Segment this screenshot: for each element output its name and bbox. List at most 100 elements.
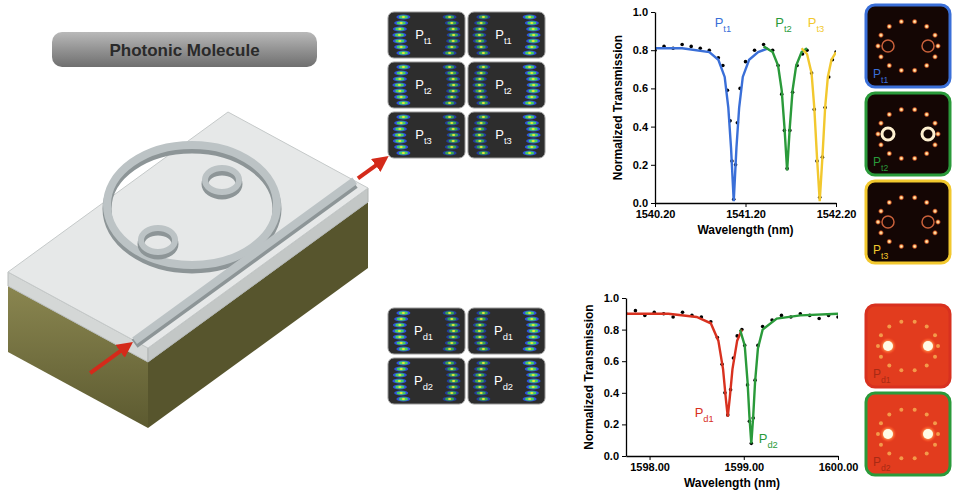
mode-lobe-peak xyxy=(478,40,481,42)
mode-lobe-peak xyxy=(480,46,483,48)
mode-lobe-core xyxy=(397,21,406,24)
camera-spot xyxy=(913,320,917,324)
mode-lobe-core xyxy=(395,335,404,338)
mode-label: Pt2 xyxy=(415,77,431,96)
camera-ring-glow xyxy=(919,337,937,355)
mode-lobe xyxy=(446,372,460,377)
mode-lobe xyxy=(523,310,537,315)
camera-spot xyxy=(912,67,918,73)
mode-lobe-core xyxy=(529,27,538,30)
mode-lobe xyxy=(472,132,486,137)
tick-mark xyxy=(651,203,655,204)
mode-lobe-peak xyxy=(532,90,535,92)
mode-lobe xyxy=(473,126,487,131)
mode-lobe xyxy=(525,316,539,321)
mode-lobe-core xyxy=(479,51,488,54)
mode-lobe-core xyxy=(399,347,408,350)
mode-lobe-peak xyxy=(402,66,405,68)
camera-spot xyxy=(887,412,891,416)
tick-mark xyxy=(838,456,839,460)
mode-lobe-peak xyxy=(530,392,533,394)
mode-lobe-core xyxy=(527,367,536,370)
mode-lobe-core xyxy=(529,127,538,130)
mode-lobe-peak xyxy=(450,146,453,148)
mode-lobe-peak xyxy=(400,318,403,320)
mode-lobe-core xyxy=(527,145,536,148)
tick: 0.4 xyxy=(633,121,655,133)
figure: Photonic MoleculePt1Pt1Pt2Pt2Pt3Pt3Pd1Pd… xyxy=(0,0,956,496)
mode-lobe-peak xyxy=(448,362,451,364)
camera-spot xyxy=(912,19,918,25)
mode-lobe-peak xyxy=(480,72,483,74)
mode-lobe xyxy=(443,50,457,55)
mode-lobe-core xyxy=(449,323,458,326)
mode-lobe-core xyxy=(475,83,484,86)
camera-spot xyxy=(899,408,903,412)
mode-lobe-peak xyxy=(398,324,401,326)
mode-lobe-core xyxy=(477,45,486,48)
camera-image: Pt1 xyxy=(866,5,950,87)
label-subscript: t1 xyxy=(504,36,512,46)
camera-ring xyxy=(882,40,894,52)
label-main: P xyxy=(715,15,724,30)
mode-lobe-peak xyxy=(452,128,455,130)
mode-lobe-peak xyxy=(402,398,405,400)
tick: 1.0 xyxy=(604,292,626,304)
mode-lobe xyxy=(443,100,457,105)
mode-lobe-core xyxy=(395,139,404,142)
mode-lobe-peak xyxy=(482,362,485,364)
mode-lobe-peak xyxy=(478,330,481,332)
mode-lobe xyxy=(474,144,488,149)
tick: 1541.20 xyxy=(726,203,766,220)
camera-spot xyxy=(933,355,937,359)
mode-lobe-peak xyxy=(452,386,455,388)
mode-lobe-peak xyxy=(530,146,533,148)
camera-image: Pd1 xyxy=(866,305,950,387)
slab-top xyxy=(8,112,368,348)
mode-lobe-peak xyxy=(478,90,481,92)
camera-frame xyxy=(866,93,950,175)
camera-spot xyxy=(899,320,903,324)
mode-panel-bg xyxy=(468,12,545,58)
mode-lobe-peak xyxy=(482,52,485,54)
mode-panel: Pt3 xyxy=(388,112,465,158)
mode-lobe-core xyxy=(477,317,486,320)
camera-frame xyxy=(866,393,950,475)
label-subscript: t3 xyxy=(504,136,512,146)
mode-lobe xyxy=(393,138,407,143)
tick-mark xyxy=(622,330,626,331)
mode-lobe xyxy=(523,100,537,105)
mode-lobe xyxy=(396,150,410,155)
tick: 0.2 xyxy=(633,159,655,171)
mode-lobe-peak xyxy=(530,46,533,48)
mode-lobe xyxy=(396,396,410,401)
mode-lobe xyxy=(446,384,460,389)
data-point xyxy=(680,43,684,47)
tick-label: 0.4 xyxy=(633,121,649,133)
camera-spot xyxy=(899,368,903,372)
mode-lobe-peak xyxy=(400,122,403,124)
mode-panel: Pt1 xyxy=(468,12,545,58)
camera-spot xyxy=(925,452,929,456)
mode-label: Pd1 xyxy=(494,323,513,342)
mode-lobe-core xyxy=(395,329,404,332)
camera-spot xyxy=(933,421,937,425)
mode-lobe-peak xyxy=(480,392,483,394)
mode-lobe-peak xyxy=(450,342,453,344)
mode-lobe-peak xyxy=(450,318,453,320)
tick: 1598.00 xyxy=(630,456,670,473)
mode-lobe-peak xyxy=(532,336,535,338)
small-ring xyxy=(205,168,239,192)
camera-image: Pt2 xyxy=(866,93,950,175)
mode-lobe xyxy=(394,340,408,345)
mode-lobe xyxy=(446,334,460,339)
label-subscript: d1 xyxy=(503,332,513,342)
mode-lobe-core xyxy=(395,89,404,92)
mode-lobe-core xyxy=(529,77,538,80)
mode-lobe-core xyxy=(527,341,536,344)
mode-lobe-peak xyxy=(480,122,483,124)
mode-lobe-peak xyxy=(398,374,401,376)
camera-spot xyxy=(912,243,918,249)
mode-lobe-peak xyxy=(482,152,485,154)
mode-lobe-peak xyxy=(532,128,535,130)
